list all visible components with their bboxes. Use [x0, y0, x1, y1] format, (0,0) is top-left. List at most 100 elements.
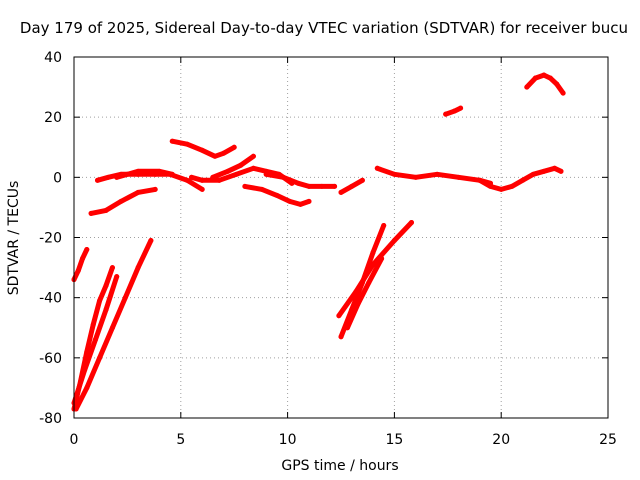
data-point — [148, 238, 154, 244]
data-point — [355, 301, 361, 307]
data-point — [554, 81, 560, 87]
data-point — [336, 313, 342, 319]
x-tick-label: 10 — [279, 432, 297, 448]
series-arc04 — [71, 274, 120, 406]
data-point — [524, 84, 530, 90]
chart-title: Day 179 of 2025, Sidereal Day-to-day VTE… — [20, 19, 628, 37]
series-arc17 — [374, 165, 494, 186]
x-axis-label: GPS time / hours — [281, 458, 398, 474]
data-point — [231, 144, 237, 150]
data-point — [366, 280, 372, 286]
data-point — [558, 168, 564, 174]
data-point — [374, 165, 380, 171]
data-point — [295, 180, 301, 186]
series-arc19 — [477, 165, 564, 192]
data-point — [297, 201, 303, 207]
data-point — [118, 198, 124, 204]
data-point — [509, 183, 515, 189]
data-point — [306, 198, 312, 204]
series-arc03 — [73, 238, 154, 412]
series-arc20 — [524, 72, 566, 96]
data-point — [338, 334, 344, 340]
grid — [74, 57, 608, 418]
series-arc11 — [242, 183, 312, 207]
data-point — [109, 325, 115, 331]
data-point — [443, 111, 449, 117]
data-point — [306, 183, 312, 189]
data-point — [84, 247, 90, 253]
data-point — [105, 174, 111, 180]
data-point — [498, 186, 504, 192]
data-point — [84, 385, 90, 391]
data-point — [188, 174, 194, 180]
series-line — [71, 247, 90, 283]
data-point — [80, 256, 86, 262]
data-point — [530, 171, 536, 177]
data-point — [434, 171, 440, 177]
data-point — [370, 250, 376, 256]
data-point — [520, 177, 526, 183]
data-point — [381, 222, 387, 228]
data-point — [391, 171, 397, 177]
data-point — [210, 174, 216, 180]
data-point — [259, 186, 265, 192]
data-point — [184, 141, 190, 147]
data-point — [359, 177, 365, 183]
data-point — [560, 90, 566, 96]
series-arc18 — [443, 105, 464, 117]
series-arc01 — [71, 247, 90, 283]
data-point — [370, 262, 376, 268]
data-point — [221, 150, 227, 156]
data-point — [90, 322, 96, 328]
series-arc10 — [210, 153, 256, 180]
data-point — [225, 168, 231, 174]
data-point — [135, 168, 141, 174]
data-point — [97, 298, 103, 304]
data-point — [156, 168, 162, 174]
data-point — [88, 210, 94, 216]
series-arc16 — [344, 256, 385, 331]
y-tick-label: 20 — [44, 110, 62, 126]
data-point — [541, 168, 547, 174]
data-point — [532, 75, 538, 81]
series-arc05 — [88, 186, 158, 216]
data-point — [109, 265, 115, 271]
data-point — [408, 219, 414, 225]
x-tick-label: 15 — [385, 432, 403, 448]
data-point — [413, 174, 419, 180]
y-tick-label: -60 — [39, 351, 62, 367]
x-tick-label: 20 — [492, 432, 510, 448]
data-point — [103, 307, 109, 313]
data-point — [199, 147, 205, 153]
data-point — [263, 171, 269, 177]
series-line — [210, 153, 256, 180]
data-point — [451, 108, 457, 114]
data-point — [353, 289, 359, 295]
data-point — [455, 174, 461, 180]
axis-ticks: 0 5 10 15 20 25 -80 -60 -40 -20 0 20 40 — [39, 50, 617, 448]
data-point — [135, 189, 141, 195]
y-tick-label: 40 — [44, 50, 62, 66]
y-tick-label: 0 — [53, 170, 62, 186]
data-point — [75, 268, 81, 274]
series-arc07 — [114, 168, 175, 180]
data-point — [103, 283, 109, 289]
data-point — [152, 186, 158, 192]
x-tick-label: 25 — [599, 432, 617, 448]
data-point — [103, 207, 109, 213]
data-point — [541, 72, 547, 78]
data-point — [199, 177, 205, 183]
data-point — [332, 183, 338, 189]
data-point — [212, 153, 218, 159]
y-axis-label: SDTVAR / TECUs — [6, 181, 22, 296]
data-point — [488, 183, 494, 189]
data-point — [122, 295, 128, 301]
y-tick-label: -40 — [39, 291, 62, 307]
data-point — [338, 189, 344, 195]
data-point — [97, 355, 103, 361]
series-arc12 — [263, 171, 338, 189]
data-point — [477, 177, 483, 183]
data-point — [216, 177, 222, 183]
data-point — [552, 165, 558, 171]
